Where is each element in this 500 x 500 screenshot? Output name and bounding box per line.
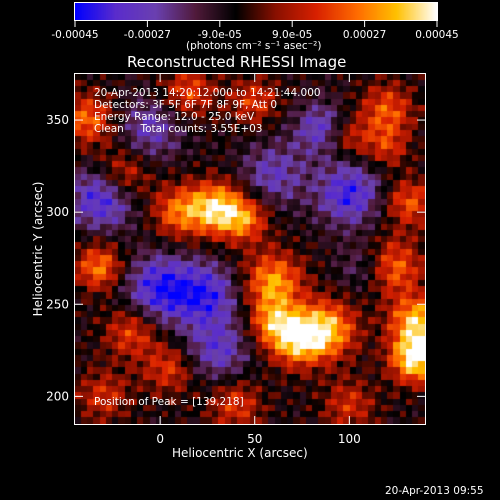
colorbar-tick-label: 0.00027 (343, 29, 386, 41)
colorbar-gradient (75, 3, 437, 20)
colorbar-tick-label: 0.00045 (415, 29, 458, 41)
colorbar-units-label: (photons cm⁻² s⁻¹ asec⁻²) (186, 40, 322, 52)
colorbar-ticks-layer: -0.00045 -0.00027 -9.0e-05 9.0e-05 0.00027 0.… (51, 21, 459, 41)
annotation-detectors: Detectors: 3F 5F 6F 7F 8F 9F, Att 0 (94, 99, 278, 111)
colorbar-tick-label: 9.0e-05 (272, 29, 312, 41)
colorbar-tick-label: -0.00045 (51, 29, 98, 41)
y-axis-tick-label: 300 (46, 205, 69, 219)
x-axis-label: Heliocentric X (arcsec) (172, 446, 308, 460)
y-axis-label: Heliocentric Y (arcsec) (31, 181, 45, 317)
y-axis-tick-label: 200 (46, 389, 69, 403)
annotation-clean-total-counts: Clean Total counts: 3.55E+03 (94, 123, 263, 135)
y-axis-tick-label: 250 (46, 297, 69, 311)
x-axis-tick-label: 50 (247, 432, 262, 446)
colorbar (74, 2, 438, 21)
x-axis-tick-label: 100 (338, 432, 361, 446)
colorbar-tick-label: -0.00027 (124, 29, 171, 41)
heatmap-image (75, 74, 425, 424)
chart-title: Reconstructed RHESSI Image (127, 53, 347, 71)
annotation-time-range: 20-Apr-2013 14:20:12.000 to 14:21:44.000 (94, 87, 321, 99)
annotation-peak-position: Position of Peak = [139,218] (94, 396, 244, 408)
colorbar-tick-label: -9.0e-05 (198, 29, 242, 41)
footer-timestamp: 20-Apr-2013 09:55 (385, 485, 484, 497)
y-axis-tick-label: 350 (46, 113, 69, 127)
annotation-energy-range: Energy Range: 12.0 - 25.0 keV (94, 111, 255, 123)
x-axis-tick-label: 0 (156, 432, 164, 446)
plot-area: 20-Apr-2013 14:20:12.000 to 14:21:44.000… (74, 73, 426, 425)
